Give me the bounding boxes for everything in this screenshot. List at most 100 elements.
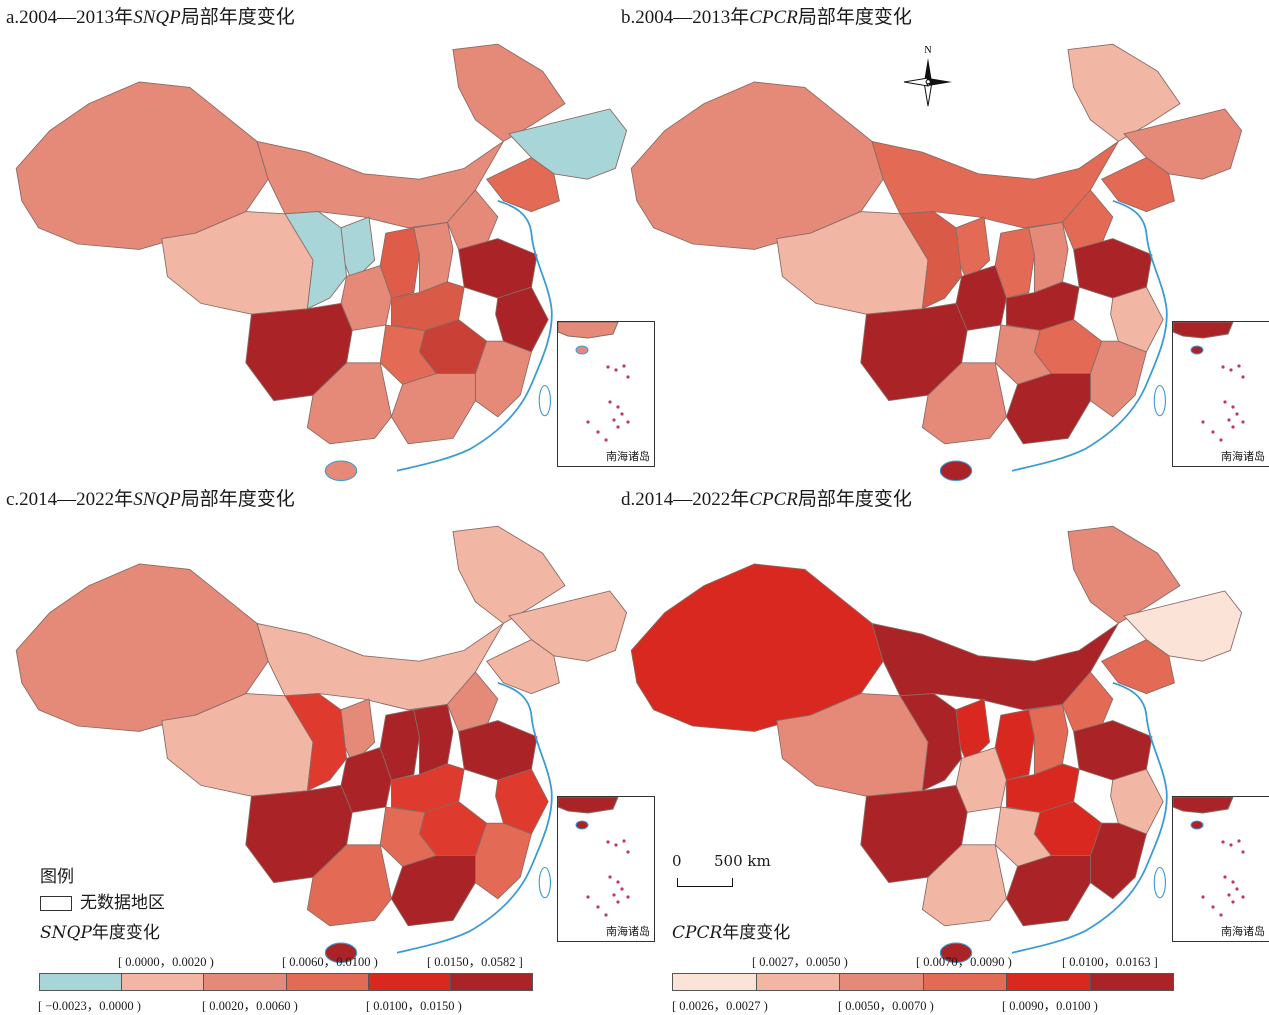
province-region (1005, 855, 1091, 927)
snqp-legend-title: SNQP年度变化 (40, 923, 160, 943)
inset-map (1172, 321, 1245, 442)
island-dot (1227, 893, 1231, 897)
legend-swatch (286, 974, 369, 990)
province-region (1100, 157, 1175, 213)
province-region (390, 373, 476, 445)
island-dot (1231, 425, 1235, 429)
taiwan-island (538, 384, 552, 417)
island-dot (586, 420, 590, 424)
island-dot (612, 893, 616, 897)
legend-label: [ 0.0150，0.0582 ] (427, 955, 523, 969)
taiwan-island (538, 866, 552, 899)
island-dot (1223, 875, 1227, 879)
province-region (485, 157, 560, 213)
map-panel-b: b.2004—2013年CPCR局部年度变化 南海诸岛 N (615, 0, 1269, 486)
island-dot (1241, 420, 1245, 424)
province-region (1005, 763, 1080, 813)
legend-label: [ 0.0026，0.0027 ) (672, 999, 768, 1013)
legend-label: [ 0.0050，0.0070 ) (838, 999, 934, 1013)
legend-label: [ 0.0070，0.0090 ) (916, 955, 1012, 969)
island-dot (622, 839, 626, 843)
island-dot (1219, 913, 1223, 917)
panel-title: c.2014—2022年SNQP局部年度变化 (6, 489, 295, 510)
island-dot (604, 913, 608, 917)
north-arrow-icon: N (903, 45, 952, 107)
province-region (474, 822, 532, 900)
hainan-island (939, 942, 973, 964)
legend-label: [ −0.0023，0.0000 ) (38, 999, 141, 1013)
legend-swatch (122, 974, 205, 990)
province-region (1061, 189, 1114, 250)
province-region (485, 639, 560, 695)
island-dot (604, 438, 608, 442)
inset-mainland (1172, 321, 1234, 339)
island-dot (1231, 880, 1235, 884)
south-china-sea-inset: 南海诸岛 (1172, 796, 1269, 942)
map-panel-c: c.2014—2022年SNQP局部年度变化 南海诸岛 (0, 482, 655, 968)
panel-title: a.2004—2013年SNQP局部年度变化 (6, 7, 295, 28)
china-choropleth-map (630, 525, 1243, 964)
province-region (1067, 525, 1181, 624)
taiwan-island (1153, 384, 1167, 417)
province-region (1100, 639, 1175, 695)
nodata-swatch (40, 896, 72, 911)
island-dot (1229, 843, 1233, 847)
province-region (452, 525, 566, 624)
scale-zero: 0 (672, 852, 682, 870)
china-choropleth-map (15, 525, 628, 964)
south-china-sea-inset: 南海诸岛 (1172, 321, 1269, 467)
coastline (1011, 681, 1168, 954)
island-dot (626, 895, 630, 899)
island-dot (612, 418, 616, 422)
coastline (1011, 199, 1168, 472)
north-label: N (924, 45, 931, 56)
hainan-island (324, 460, 358, 482)
island-dot (1235, 412, 1239, 416)
province-region (921, 362, 1007, 445)
province-region (446, 189, 499, 250)
island-dot (606, 840, 610, 844)
cpcr-color-bar (672, 973, 1174, 991)
island-dot (1221, 840, 1225, 844)
province-region (306, 362, 392, 445)
legend-swatch (756, 974, 840, 990)
panel-title: d.2014—2022年CPCR局部年度变化 (621, 489, 912, 510)
map-panel-a: a.2004—2013年SNQP局部年度变化 南海诸岛 (0, 0, 655, 486)
island-dot (1223, 400, 1227, 404)
island-dot (606, 365, 610, 369)
island-dot (616, 405, 620, 409)
province-region (284, 211, 348, 310)
legend-swatch (204, 974, 287, 990)
inset-label: 南海诸岛 (606, 925, 650, 938)
island-dot (614, 368, 618, 372)
province-region (1005, 281, 1080, 331)
province-region (1061, 671, 1114, 732)
island-dot (626, 375, 630, 379)
legend-label: [ 0.0027，0.0050 ) (752, 955, 848, 969)
inset-hainan (1190, 345, 1204, 355)
island-dot (1241, 850, 1245, 854)
legend-swatch (40, 974, 123, 990)
province-region (1089, 340, 1147, 418)
inset-map (557, 321, 630, 442)
province-region (899, 211, 963, 310)
province-region (921, 844, 1007, 927)
legend-swatch (840, 974, 924, 990)
island-dot (620, 412, 624, 416)
province-region (306, 844, 392, 927)
cpcr-legend-title: CPCR年度变化 (672, 923, 791, 943)
coastline (396, 681, 553, 954)
island-dot (1219, 438, 1223, 442)
island-dot (1229, 368, 1233, 372)
inset-map (1172, 796, 1245, 917)
province-region (899, 693, 963, 792)
island-dot (1231, 900, 1235, 904)
legend-label: [ 0.0100，0.0163 ] (1062, 955, 1158, 969)
province-region (1089, 822, 1147, 900)
legend-swatch (673, 974, 757, 990)
legend-swatch (450, 974, 533, 990)
inset-label: 南海诸岛 (1221, 925, 1265, 938)
inset-mainland (1172, 796, 1234, 814)
inset-label: 南海诸岛 (606, 450, 650, 463)
island-dot (626, 850, 630, 854)
